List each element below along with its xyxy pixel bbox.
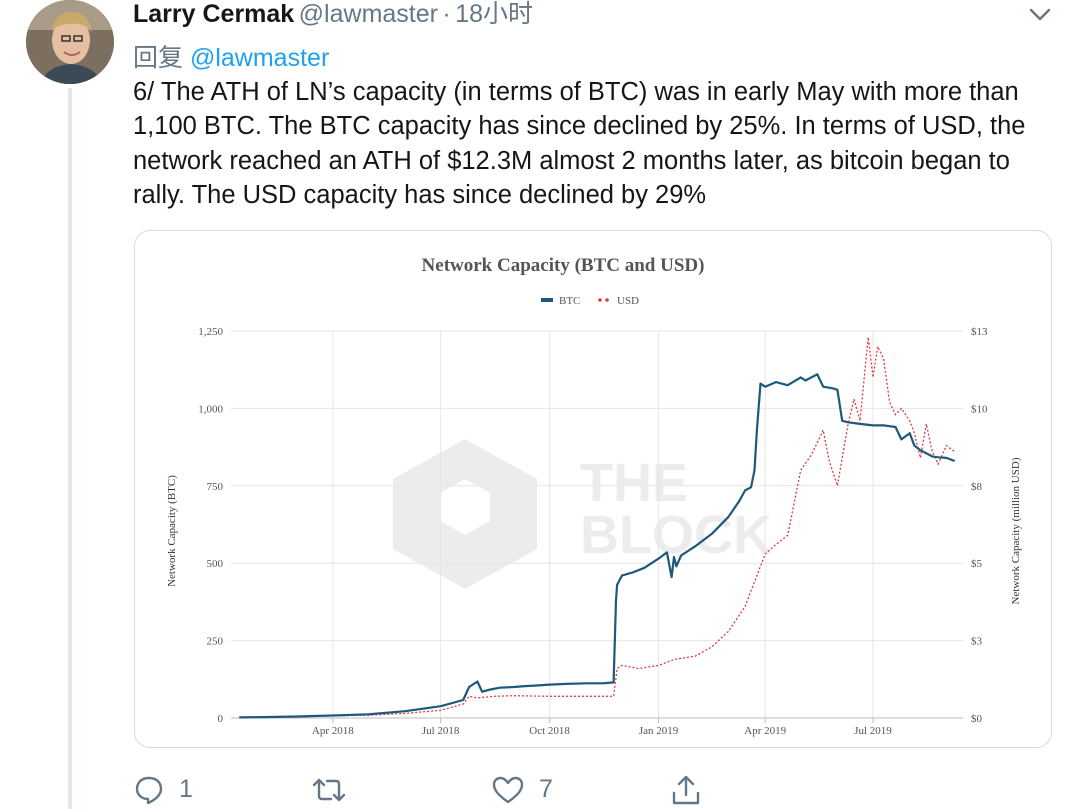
x-tick-label: Apr 2019 — [744, 725, 786, 737]
thread-connector-line — [68, 88, 72, 809]
y2-tick-label: $3 — [971, 636, 983, 648]
author-name[interactable]: Larry Cermak — [133, 0, 295, 28]
tweet-time[interactable]: 18小时 — [455, 0, 534, 28]
y2-tick-label: $0 — [971, 713, 983, 725]
y-tick-label: 1,000 — [198, 403, 223, 415]
avatar[interactable] — [26, 0, 114, 84]
reply-context: 回复 @lawmaster — [133, 38, 329, 74]
legend-usd-swatch-dot2 — [605, 298, 609, 302]
y-tick-label: 500 — [207, 558, 224, 570]
x-tick-label: Jul 2019 — [854, 725, 892, 737]
chart-legend: BTC USD — [541, 295, 639, 307]
y2-tick-label: $5 — [971, 558, 983, 570]
x-tick-label: Jul 2018 — [422, 725, 460, 737]
chevron-down-icon — [1029, 8, 1051, 21]
reply-icon — [135, 776, 163, 804]
y2-tick-label: $10 — [971, 403, 988, 415]
retweet-button[interactable] — [311, 770, 361, 809]
y-axis-label: Network Capacity (BTC) — [166, 475, 178, 587]
y2-tick-label: $8 — [971, 481, 983, 493]
y-tick-label: 250 — [207, 636, 224, 648]
like-button[interactable]: 7 — [491, 770, 553, 809]
watermark: THE BLOCK — [393, 439, 772, 589]
author-handle[interactable]: @lawmaster — [298, 0, 438, 28]
x-tick-label: Oct 2018 — [529, 725, 570, 737]
y-tick-label: 750 — [207, 481, 224, 493]
tweet-menu-button[interactable] — [1026, 2, 1054, 26]
reply-prefix: 回复 — [133, 44, 184, 72]
legend-usd-label: USD — [617, 295, 639, 307]
x-tick-label: Apr 2018 — [312, 725, 354, 737]
reply-button[interactable]: 1 — [133, 770, 193, 809]
tweet-text: 6/ The ATH of LN’s capacity (in terms of… — [133, 78, 1026, 209]
series-usd-line — [239, 337, 956, 719]
like-count: 7 — [539, 775, 553, 803]
reply-count: 1 — [179, 775, 193, 803]
share-button[interactable] — [670, 770, 702, 809]
retweet-icon — [312, 778, 346, 801]
x-tick-label: Jan 2019 — [639, 725, 679, 737]
y-tick-label: 0 — [218, 713, 224, 725]
series-btc-line — [239, 373, 956, 719]
avatar-image — [26, 0, 114, 84]
share-icon — [672, 775, 700, 804]
tweet-header: Larry Cermak @lawmaster · 18小时 — [133, 0, 533, 30]
watermark-text-block: BLOCK — [580, 505, 772, 565]
chart-card[interactable]: THE BLOCK Network Capacity (BTC and USD)… — [134, 230, 1052, 748]
reply-to-handle[interactable]: @lawmaster — [189, 44, 330, 72]
y-tick-label: 1,250 — [198, 326, 223, 338]
chart-title: Network Capacity (BTC and USD) — [422, 255, 705, 276]
network-capacity-chart: THE BLOCK Network Capacity (BTC and USD)… — [166, 255, 1022, 737]
y2-tick-label: $13 — [971, 326, 988, 338]
watermark-text-the: THE — [580, 453, 688, 513]
legend-btc-swatch — [541, 298, 553, 302]
header-separator: · — [442, 0, 451, 28]
heart-icon — [492, 776, 524, 803]
legend-btc-label: BTC — [559, 295, 580, 307]
tweet-actions: 1 7 — [0, 770, 1080, 809]
legend-usd-swatch-dot1 — [598, 298, 602, 302]
y2-axis-label: Network Capacity (million USD) — [1010, 457, 1022, 604]
